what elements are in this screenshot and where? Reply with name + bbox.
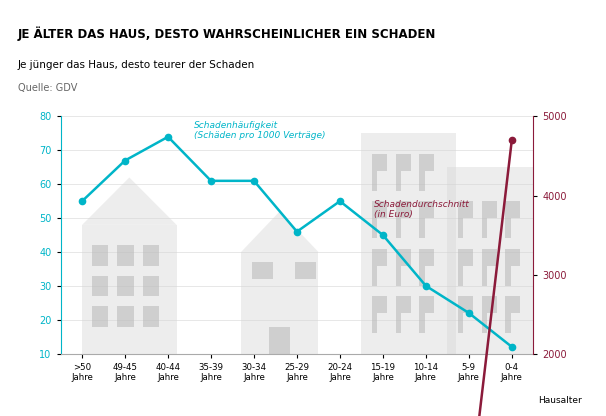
Text: Schadenhäufigkeit
(Schäden pro 1000 Verträge): Schadenhäufigkeit (Schäden pro 1000 Vert…	[194, 121, 325, 140]
Bar	[419, 265, 425, 286]
Bar	[396, 249, 411, 265]
Bar	[396, 201, 411, 218]
Bar	[419, 296, 435, 313]
Text: Je jünger das Haus, desto teurer der Schaden: Je jünger das Haus, desto teurer der Sch…	[18, 59, 255, 69]
Bar	[505, 218, 510, 238]
Bar	[482, 296, 497, 313]
Bar	[419, 249, 435, 265]
Bar	[252, 262, 273, 279]
Bar	[241, 252, 318, 354]
Bar	[458, 296, 473, 313]
Bar	[396, 171, 401, 191]
Bar	[505, 265, 510, 286]
Bar	[396, 296, 411, 313]
Bar	[447, 167, 542, 354]
Bar	[396, 313, 401, 333]
Bar	[458, 249, 473, 265]
Bar	[295, 262, 316, 279]
Bar	[372, 154, 387, 171]
Bar	[372, 265, 378, 286]
Bar	[143, 245, 159, 265]
Bar	[143, 276, 159, 296]
Bar	[118, 245, 134, 265]
Bar	[82, 225, 176, 354]
Bar	[269, 327, 290, 354]
Bar	[92, 276, 108, 296]
Bar	[458, 201, 473, 218]
Bar	[118, 276, 134, 296]
Bar	[482, 313, 487, 333]
Bar	[482, 265, 487, 286]
Bar	[505, 249, 521, 265]
Bar	[419, 201, 435, 218]
Bar	[372, 296, 387, 313]
Text: Hausalter: Hausalter	[538, 396, 582, 405]
Bar	[396, 265, 401, 286]
Bar	[419, 218, 425, 238]
Text: Schadendurchschnitt
(in Euro): Schadendurchschnitt (in Euro)	[375, 200, 470, 220]
Polygon shape	[82, 178, 176, 225]
Bar	[458, 218, 463, 238]
Bar	[118, 306, 134, 327]
Bar	[419, 171, 425, 191]
Bar	[458, 313, 463, 333]
Bar	[482, 201, 497, 218]
Bar	[482, 249, 497, 265]
Text: Quelle: GDV: Quelle: GDV	[18, 83, 78, 93]
Bar	[419, 313, 425, 333]
Bar	[396, 154, 411, 171]
Bar	[92, 245, 108, 265]
Bar	[482, 218, 487, 238]
Bar	[361, 134, 456, 354]
Bar	[396, 218, 401, 238]
Bar	[458, 265, 463, 286]
Bar	[505, 296, 521, 313]
Polygon shape	[241, 211, 318, 252]
Bar	[372, 201, 387, 218]
Bar	[505, 313, 510, 333]
Bar	[505, 201, 521, 218]
Bar	[92, 306, 108, 327]
Bar	[372, 249, 387, 265]
Bar	[143, 306, 159, 327]
Bar	[372, 313, 378, 333]
Bar	[372, 171, 378, 191]
Text: JE ÄLTER DAS HAUS, DESTO WAHRSCHEINLICHER EIN SCHADEN: JE ÄLTER DAS HAUS, DESTO WAHRSCHEINLICHE…	[18, 26, 436, 41]
Bar	[372, 218, 378, 238]
Bar	[419, 154, 435, 171]
